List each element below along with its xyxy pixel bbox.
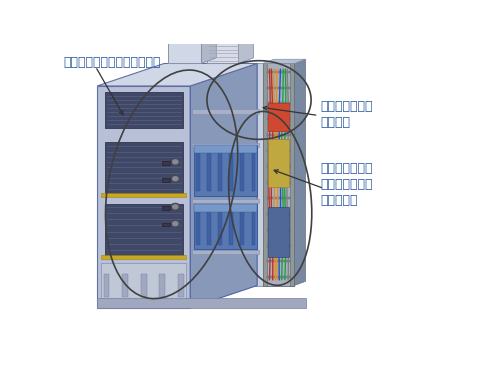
Polygon shape: [263, 59, 305, 64]
Polygon shape: [192, 199, 259, 203]
Polygon shape: [267, 213, 290, 215]
Polygon shape: [268, 207, 289, 257]
Polygon shape: [267, 87, 290, 89]
Circle shape: [173, 160, 178, 164]
Polygon shape: [207, 27, 253, 32]
Polygon shape: [168, 34, 216, 39]
Polygon shape: [290, 64, 294, 285]
Polygon shape: [162, 161, 170, 165]
Polygon shape: [162, 178, 170, 181]
Polygon shape: [268, 103, 289, 131]
Polygon shape: [294, 59, 305, 285]
Polygon shape: [267, 71, 290, 73]
Polygon shape: [122, 274, 128, 297]
Polygon shape: [267, 276, 290, 278]
Polygon shape: [267, 118, 290, 120]
Polygon shape: [240, 149, 244, 191]
Polygon shape: [267, 197, 290, 199]
Text: 過去の設計図を流用する箇所: 過去の設計図を流用する箇所: [64, 57, 161, 69]
Polygon shape: [97, 298, 305, 308]
Polygon shape: [267, 181, 290, 184]
Polygon shape: [141, 274, 147, 297]
Circle shape: [171, 220, 180, 227]
Polygon shape: [207, 149, 211, 191]
Polygon shape: [207, 208, 211, 245]
Polygon shape: [105, 204, 183, 255]
Polygon shape: [104, 274, 109, 297]
Polygon shape: [194, 204, 257, 249]
Polygon shape: [186, 64, 264, 285]
Polygon shape: [229, 149, 233, 191]
Polygon shape: [159, 274, 165, 297]
Circle shape: [173, 205, 178, 209]
Polygon shape: [202, 34, 216, 64]
Polygon shape: [263, 64, 294, 285]
Circle shape: [171, 203, 180, 210]
Polygon shape: [192, 250, 259, 254]
Polygon shape: [190, 64, 257, 308]
Polygon shape: [240, 208, 244, 245]
Circle shape: [173, 222, 178, 226]
Polygon shape: [267, 228, 290, 231]
Circle shape: [173, 177, 178, 181]
Polygon shape: [196, 149, 200, 191]
Polygon shape: [97, 64, 257, 86]
Polygon shape: [101, 255, 186, 259]
Polygon shape: [162, 206, 170, 210]
Polygon shape: [267, 260, 290, 262]
Polygon shape: [168, 39, 202, 64]
Polygon shape: [196, 208, 200, 245]
Polygon shape: [267, 150, 290, 152]
Circle shape: [171, 158, 180, 165]
Text: 全く新規に設計
する箇所: 全く新規に設計 する箇所: [321, 100, 373, 129]
Circle shape: [171, 175, 180, 182]
Polygon shape: [267, 245, 290, 247]
Polygon shape: [192, 109, 259, 114]
Polygon shape: [101, 193, 186, 197]
Polygon shape: [229, 208, 233, 245]
Text: 過去の設計図に
修正を加えれば
足りる箇所: 過去の設計図に 修正を加えれば 足りる箇所: [321, 162, 373, 207]
Polygon shape: [162, 223, 170, 226]
Polygon shape: [194, 204, 257, 212]
Polygon shape: [267, 102, 290, 105]
Polygon shape: [263, 64, 267, 285]
Polygon shape: [252, 208, 255, 245]
Polygon shape: [178, 274, 184, 297]
Polygon shape: [268, 139, 289, 187]
Polygon shape: [194, 145, 257, 153]
Polygon shape: [194, 145, 257, 196]
Polygon shape: [97, 86, 190, 308]
Polygon shape: [101, 263, 186, 302]
Polygon shape: [267, 165, 290, 168]
Polygon shape: [267, 134, 290, 136]
Polygon shape: [239, 27, 253, 64]
Polygon shape: [218, 208, 222, 245]
Polygon shape: [105, 92, 183, 128]
Polygon shape: [105, 142, 183, 193]
Polygon shape: [192, 143, 259, 147]
Polygon shape: [252, 149, 255, 191]
Polygon shape: [207, 32, 239, 64]
Polygon shape: [218, 149, 222, 191]
